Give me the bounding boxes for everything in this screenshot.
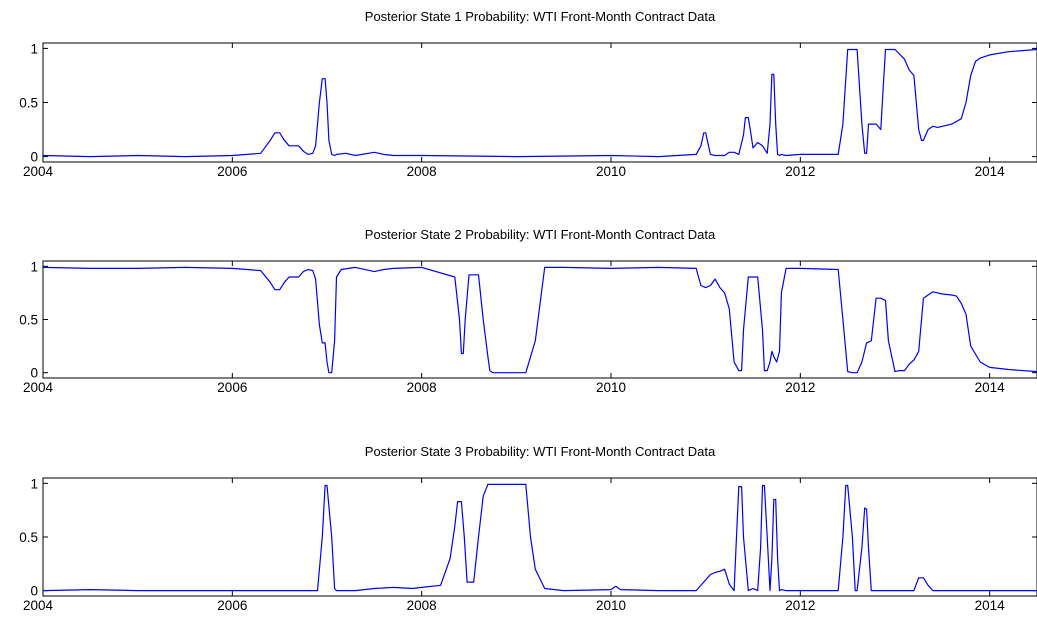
subplot-3-title: Posterior State 3 Probability: WTI Front… bbox=[365, 444, 716, 459]
subplot-1-xtick-label: 2004 bbox=[23, 164, 54, 179]
subplot-1-series-line bbox=[42, 48, 1037, 158]
subplot-2-xtick-label: 2004 bbox=[23, 380, 54, 395]
subplot-2-ytick-label: 0 bbox=[30, 366, 38, 381]
subplot-3-xtick-label: 2010 bbox=[596, 598, 626, 613]
subplot-2-ytick-label: 1 bbox=[30, 259, 38, 274]
subplot-2-xtick-label: 2012 bbox=[785, 380, 815, 395]
subplot-3-xtick-label: 2014 bbox=[975, 598, 1006, 613]
subplot-2-xtick-label: 2008 bbox=[407, 380, 437, 395]
subplot-2-axes-box bbox=[42, 260, 1037, 379]
subplot-3-xtick-label: 2008 bbox=[407, 598, 437, 613]
subplot-1-title: Posterior State 1 Probability: WTI Front… bbox=[365, 9, 716, 24]
subplot-3-ytick-label: 1 bbox=[30, 476, 38, 491]
subplot-1-ytick-label: 0.5 bbox=[19, 96, 38, 111]
subplot-1-xtick-label: 2006 bbox=[217, 164, 247, 179]
subplot-3-series-line bbox=[42, 483, 1037, 592]
subplot-2-xtick-label: 2010 bbox=[596, 380, 626, 395]
subplot-3-ytick-label: 0.5 bbox=[19, 530, 38, 545]
subplot-1-xtick-label: 2010 bbox=[596, 164, 626, 179]
subplot-1-xtick-label: 2014 bbox=[975, 164, 1006, 179]
subplot-3: Posterior State 3 Probability: WTI Front… bbox=[19, 444, 1037, 613]
subplot-1-ytick-label: 1 bbox=[30, 41, 38, 56]
subplot-1-axes-box bbox=[42, 42, 1037, 163]
subplot-2-series-line bbox=[42, 266, 1037, 374]
subplot-3-xtick-label: 2012 bbox=[785, 598, 815, 613]
subplot-1-ytick-label: 0 bbox=[30, 150, 38, 165]
subplot-3-xtick-label: 2004 bbox=[23, 598, 54, 613]
subplot-2-ytick-label: 0.5 bbox=[19, 313, 38, 328]
subplot-3-xtick-label: 2006 bbox=[217, 598, 247, 613]
subplot-2: Posterior State 2 Probability: WTI Front… bbox=[19, 227, 1037, 395]
subplot-2-xtick-label: 2006 bbox=[217, 380, 247, 395]
subplot-2-xtick-label: 2014 bbox=[975, 380, 1006, 395]
subplot-1: Posterior State 1 Probability: WTI Front… bbox=[19, 9, 1037, 179]
subplot-1-xtick-label: 2012 bbox=[785, 164, 815, 179]
subplot-2-title: Posterior State 2 Probability: WTI Front… bbox=[365, 227, 716, 242]
subplot-3-ytick-label: 0 bbox=[30, 584, 38, 599]
subplot-1-xtick-label: 2008 bbox=[407, 164, 437, 179]
